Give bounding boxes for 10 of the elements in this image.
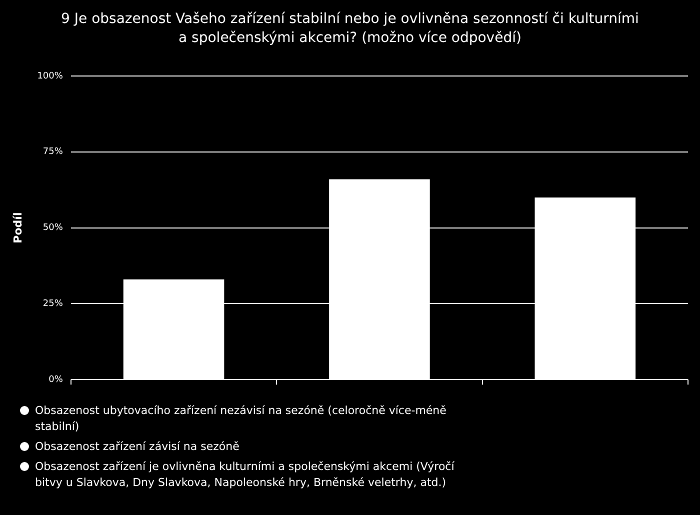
- y-tick-label: 50%: [42, 223, 64, 234]
- y-tick-label: 100%: [37, 71, 64, 82]
- legend-label: Obsazenost zařízení závisí na sezóně: [35, 439, 240, 455]
- y-axis-title: Podíl: [11, 212, 24, 244]
- y-tick-label: 75%: [42, 147, 64, 158]
- y-tick-label: 25%: [42, 299, 64, 310]
- y-tick-label: 0%: [48, 374, 64, 385]
- chart-title: 9 Je obsazenost Vašeho zařízení stabilní nebo je ovlivněna sezonností či kulturními a společenskými akcemi? (možno více odpovědí): [60, 10, 640, 48]
- legend-label: Obsazenost zařízení je ovlivněna kulturními a společenskými akcemi (Výročí bitvy u Slavkova, Dny Slavkova, Napoleonské hry, Brněnské veletrhy, atd.): [35, 459, 456, 491]
- legend-label: Obsazenost ubytovacího zařízení nezávisí na sezóně (celoročně více-méně stabilní): [35, 403, 448, 435]
